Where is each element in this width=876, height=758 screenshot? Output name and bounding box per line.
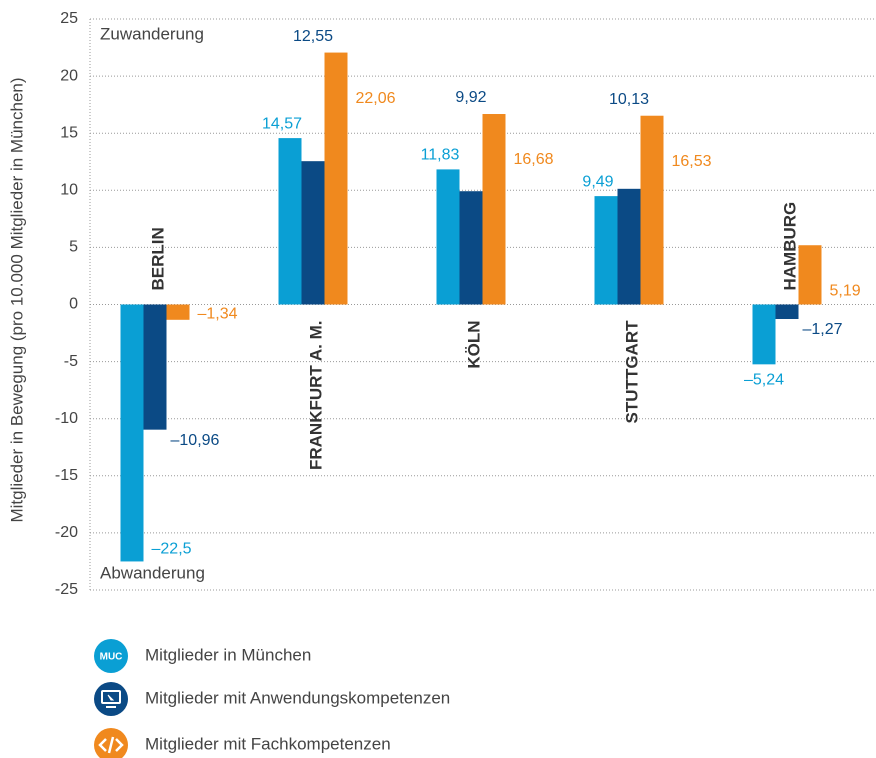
value-label: 9,92 [455,89,486,106]
x-tick-label: KÖLN [464,321,483,369]
value-label: –1,27 [803,321,843,338]
annotation: Abwanderung [100,563,205,582]
legend-label: Mitglieder in München [145,645,311,664]
x-tick-label: BERLIN [148,227,167,290]
bar [459,191,483,305]
bar [594,196,618,305]
bar [752,304,776,365]
legend-label: Mitglieder mit Fachkompetenzen [145,734,391,753]
legend-label: Mitglieder mit Anwendungskompetenzen [145,688,450,707]
y-tick-label: 0 [69,296,78,313]
bar [301,161,325,305]
bar [278,138,302,305]
monitor-icon [101,690,121,704]
code-icon [98,736,124,754]
y-tick-label: 25 [60,10,78,27]
value-label: 11,83 [421,147,460,164]
y-tick-label: -15 [55,467,78,484]
y-tick-label: -25 [55,581,78,598]
value-label: –10,96 [171,432,220,449]
bar [640,115,664,305]
legend-icon [94,639,128,673]
bar [166,304,190,320]
value-label: –22,5 [152,541,192,558]
value-label: 16,68 [514,151,554,168]
x-tick-label: FRANKFURT A. M. [306,321,325,471]
y-tick-label: 15 [60,124,78,141]
cursor-icon [107,694,115,701]
bar [798,245,822,305]
value-label: –5,24 [744,372,784,389]
bar [775,304,799,320]
y-tick-label: 5 [69,239,78,256]
bar [617,188,641,305]
y-tick-label: -5 [64,353,78,370]
x-tick-label: STUTTGART [622,320,641,424]
bar [482,114,506,305]
bar [436,169,460,305]
bar [143,304,167,430]
y-axis-label: Mitglieder in Bewegung (pro 10.000 Mitgl… [7,77,26,522]
value-label: 10,13 [609,91,649,108]
value-label: 12,55 [293,28,333,45]
value-label: 14,57 [262,115,302,132]
y-tick-label: -20 [55,524,78,541]
y-tick-label: 10 [60,182,78,199]
bar [324,52,348,305]
annotation: Zuwanderung [100,24,204,43]
value-label: 22,06 [356,90,396,107]
value-label: 16,53 [672,153,712,170]
value-label: 9,49 [582,173,613,190]
y-tick-label: 20 [60,67,78,84]
bar [120,304,144,562]
y-tick-label: -10 [55,410,78,427]
x-tick-label: HAMBURG [780,202,799,291]
value-label: –1,34 [198,305,238,322]
value-label: 5,19 [830,282,861,299]
legend-icon-label: MUC [100,652,123,663]
